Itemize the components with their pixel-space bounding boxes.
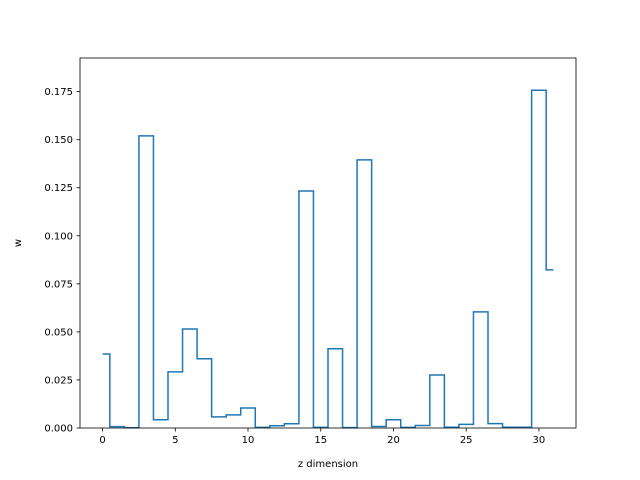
y-tick-label: 0.075 <box>44 279 73 290</box>
x-tick-label: 15 <box>314 435 327 446</box>
y-axis-ticks: 0.000 0.025 0.050 0.075 0.100 0.125 0.150 0.175 <box>44 87 80 435</box>
x-tick-label: 10 <box>242 435 255 446</box>
x-axis-ticks: 0 5 10 15 20 25 30 <box>99 428 545 446</box>
y-tick-label: 0.100 <box>44 231 73 242</box>
x-tick-label: 30 <box>533 435 546 446</box>
y-tick-label: 0.150 <box>44 135 73 146</box>
x-tick-label: 5 <box>172 435 178 446</box>
y-axis-label: w <box>13 239 24 247</box>
series-step-line <box>102 89 554 429</box>
y-tick-label: 0.050 <box>44 327 73 338</box>
plot-frame <box>79 57 577 429</box>
y-tick-label: 0.000 <box>44 424 73 435</box>
x-tick-label: 25 <box>460 435 473 446</box>
x-tick-label: 20 <box>387 435 400 446</box>
x-tick-label: 0 <box>99 435 105 446</box>
y-tick-label: 0.175 <box>44 87 73 98</box>
y-tick-label: 0.125 <box>44 183 73 194</box>
x-axis-label: z dimension <box>298 459 358 470</box>
y-tick-label: 0.025 <box>44 375 73 386</box>
